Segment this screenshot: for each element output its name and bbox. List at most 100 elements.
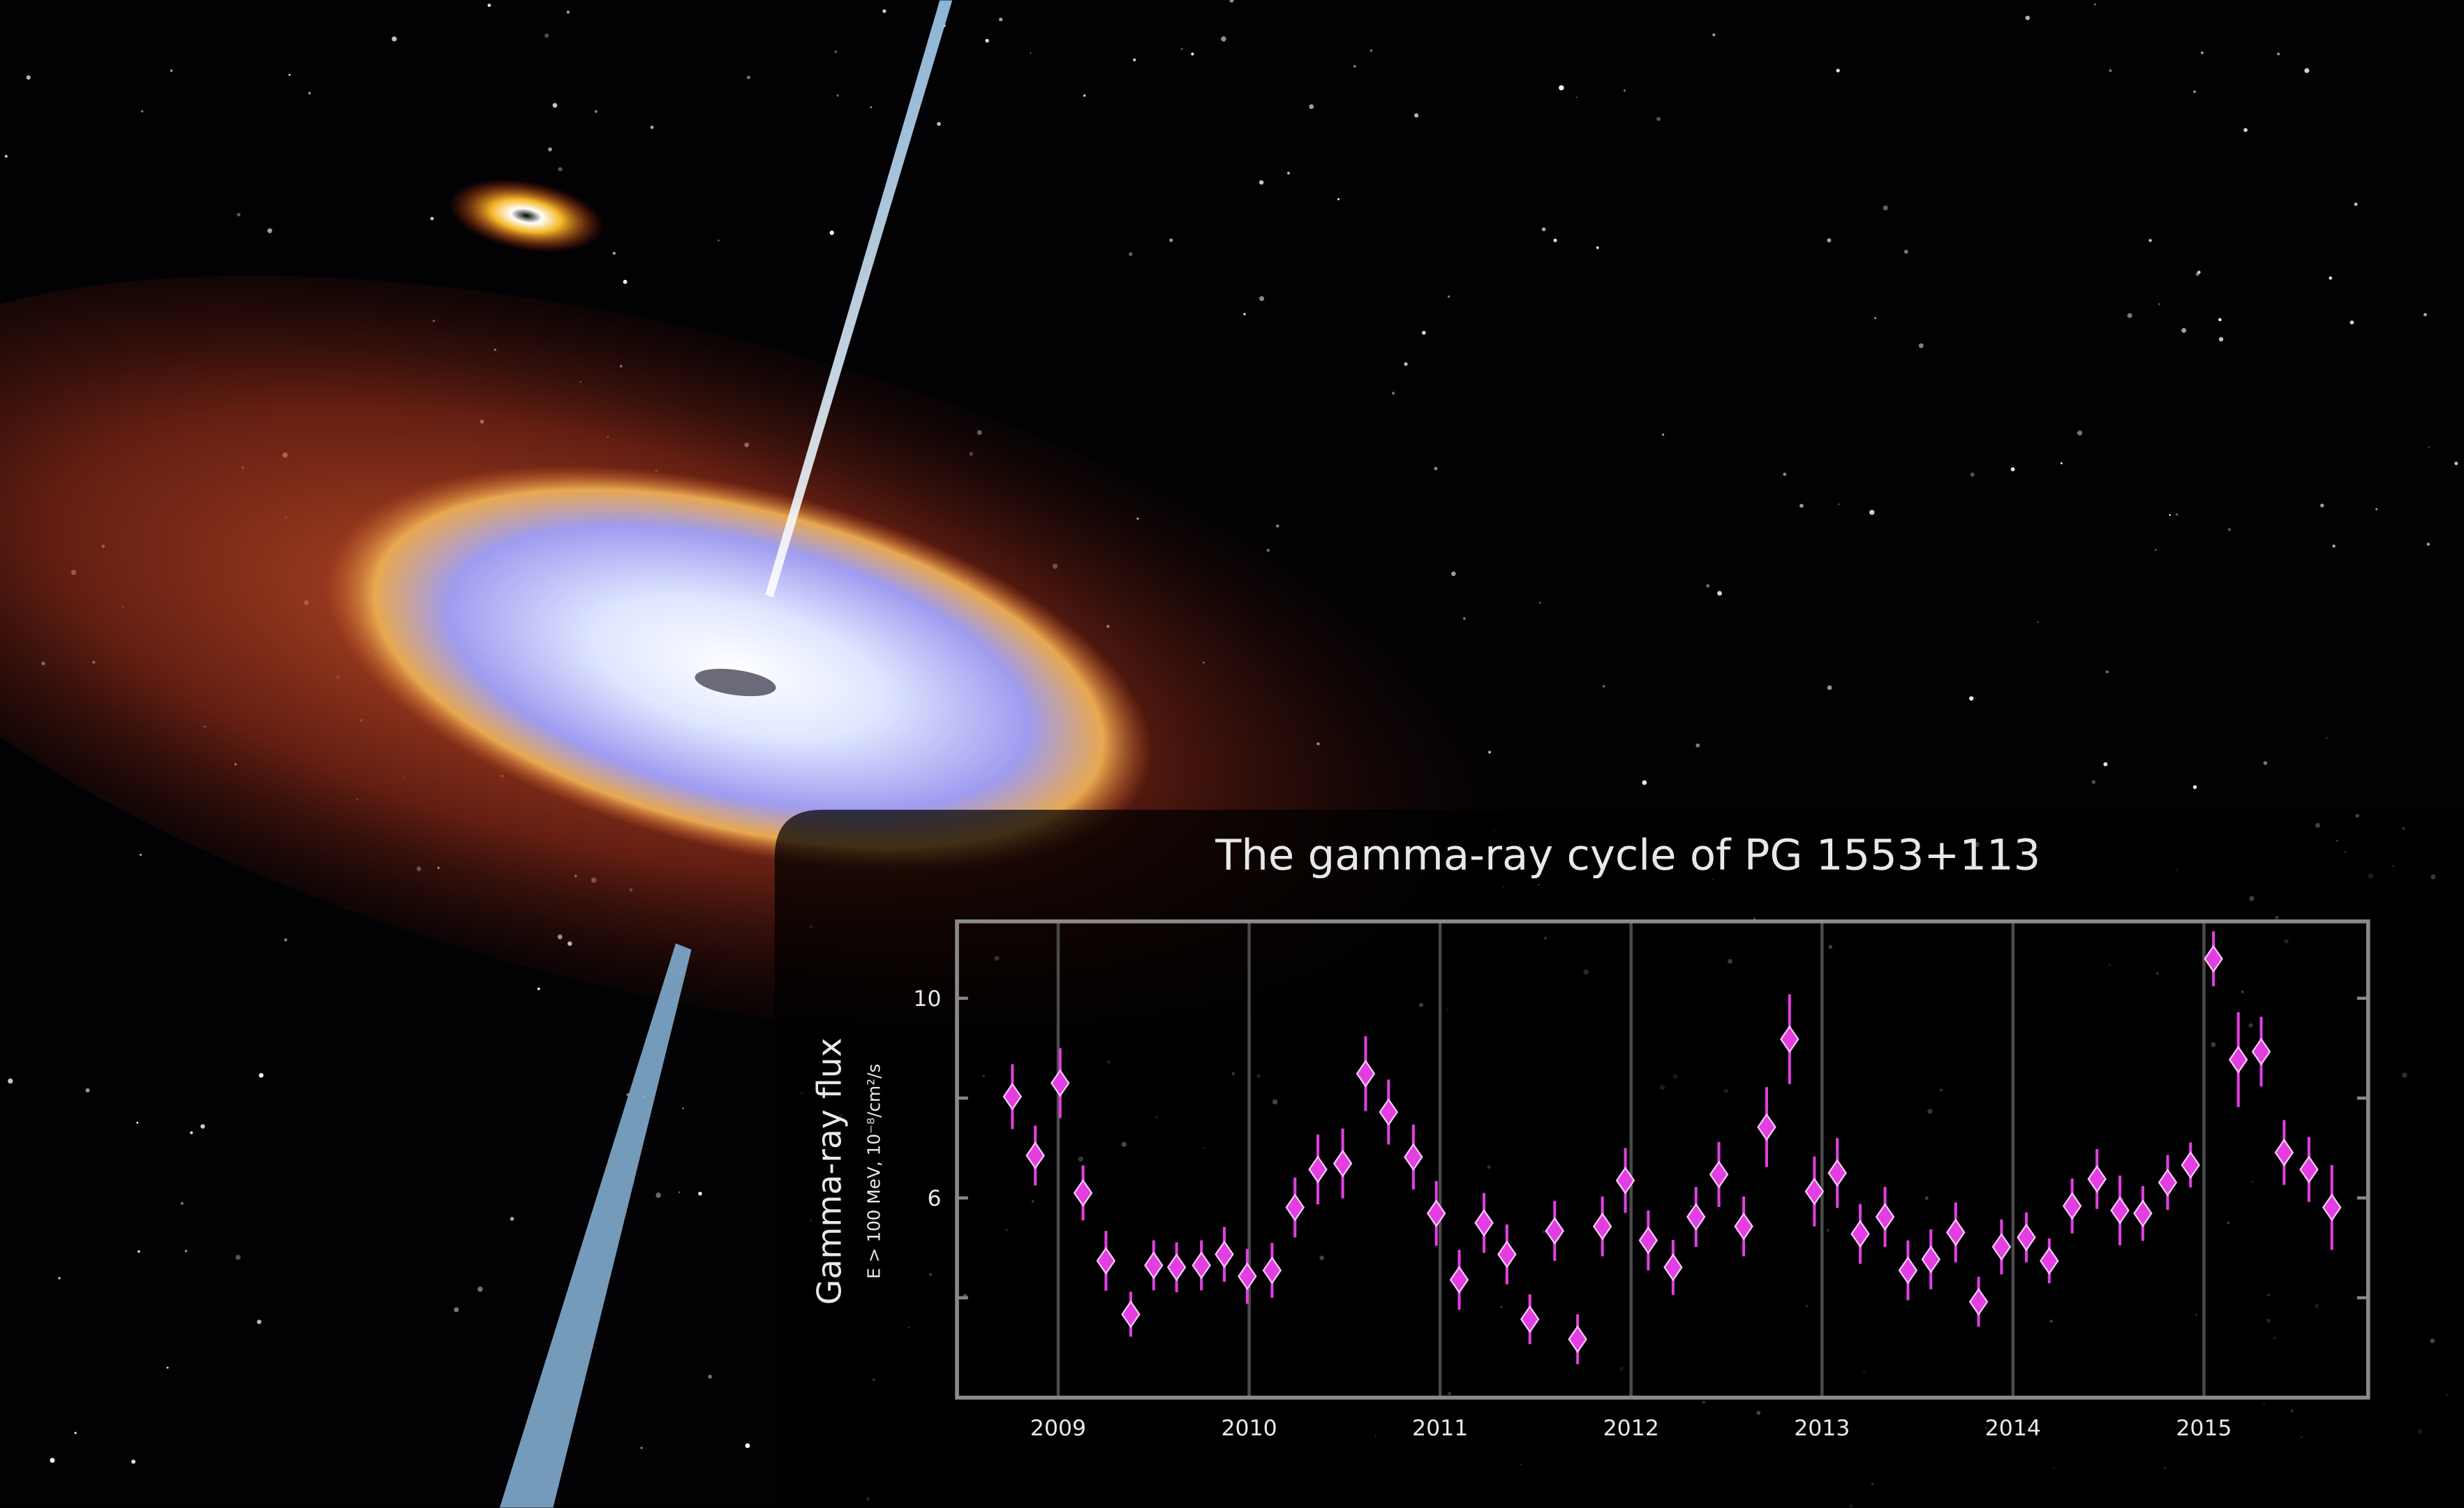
star [2077,430,2083,436]
data-point [2040,1246,2059,1275]
star [200,1124,205,1129]
star [2329,276,2333,280]
data-point [1638,1226,1658,1255]
data-point [2017,1223,2036,1252]
star [882,9,886,13]
star [131,1459,136,1464]
star [288,73,291,76]
star [1275,524,1279,528]
star [2091,780,2095,784]
chart-panel [774,809,2464,1508]
x-tick-label: 2015 [2176,1416,2232,1441]
star [1712,33,1716,36]
data-point [1921,1245,1940,1273]
star [698,1192,702,1196]
star [1903,249,1908,254]
data-point [1520,1305,1540,1333]
star [2192,785,2197,790]
star [140,853,142,856]
star [1869,510,1875,515]
star [2200,51,2204,54]
star [2426,542,2430,546]
star [1827,238,1832,243]
data-point [1262,1256,1282,1285]
star [1662,434,1665,436]
y-tick-label: 6 [927,1186,941,1211]
data-point [1946,1218,1966,1247]
star [594,110,598,113]
data-point [1285,1193,1305,1222]
star [454,1307,459,1313]
x-tick-label: 2014 [1985,1416,2041,1441]
data-point [1073,1178,1093,1207]
star [190,1131,193,1134]
star [1392,392,1395,395]
star [1918,343,1924,348]
black-hole [695,668,776,697]
star [137,1250,140,1253]
data-point [1002,1082,1023,1111]
star [1129,252,1133,256]
star [267,228,272,233]
plot: 2009 2010 2011 2012 2013 2014 2015 6 10 [913,919,2370,1441]
data-point [1804,1177,1825,1206]
star [537,987,540,991]
data-point [1850,1220,1870,1248]
star [2193,90,2196,93]
star [612,251,616,256]
star [50,1458,55,1463]
star [1624,89,1626,92]
star [2037,621,2039,623]
data-point [1780,1025,1799,1054]
star [566,10,570,14]
star [999,17,1003,22]
data-point [2158,1168,2178,1197]
y-tick-label: 10 [913,986,941,1012]
star [2304,68,2310,73]
star [1642,780,1647,785]
star [2181,327,2187,333]
data-point [1215,1240,1234,1269]
star [2375,508,2378,510]
star [1799,503,1804,508]
star [26,75,31,80]
star [747,75,750,80]
star [1414,113,1419,118]
star [1030,52,1032,54]
star [2127,313,2132,318]
star [85,1088,90,1093]
star [58,1277,61,1280]
star [2263,761,2268,765]
star [836,94,839,97]
star [2227,528,2231,531]
star [558,167,563,172]
star [1874,317,1876,319]
data-point [1121,1300,1141,1329]
star [1783,472,1787,476]
star [1422,330,1426,335]
data-point [1192,1251,1211,1280]
star [2423,313,2427,317]
star [1838,503,1840,505]
star [1229,0,1234,3]
star [1463,617,1466,620]
star [170,69,173,73]
data-point [1308,1155,1328,1184]
star [1538,601,1541,604]
star [1259,180,1264,185]
star [1287,172,1290,175]
data-point [2228,1045,2248,1074]
x-tick-label: 2013 [1794,1416,1850,1441]
star [1541,227,1546,232]
x-tick-label: 2012 [1603,1416,1659,1441]
companion-disk [448,179,604,253]
data-point [1096,1246,1116,1275]
data-point [1827,1159,1847,1188]
star [2175,513,2179,516]
star [8,1078,13,1084]
star [2354,202,2358,207]
accretion-disk [324,465,1153,872]
data-point [1144,1251,1164,1280]
